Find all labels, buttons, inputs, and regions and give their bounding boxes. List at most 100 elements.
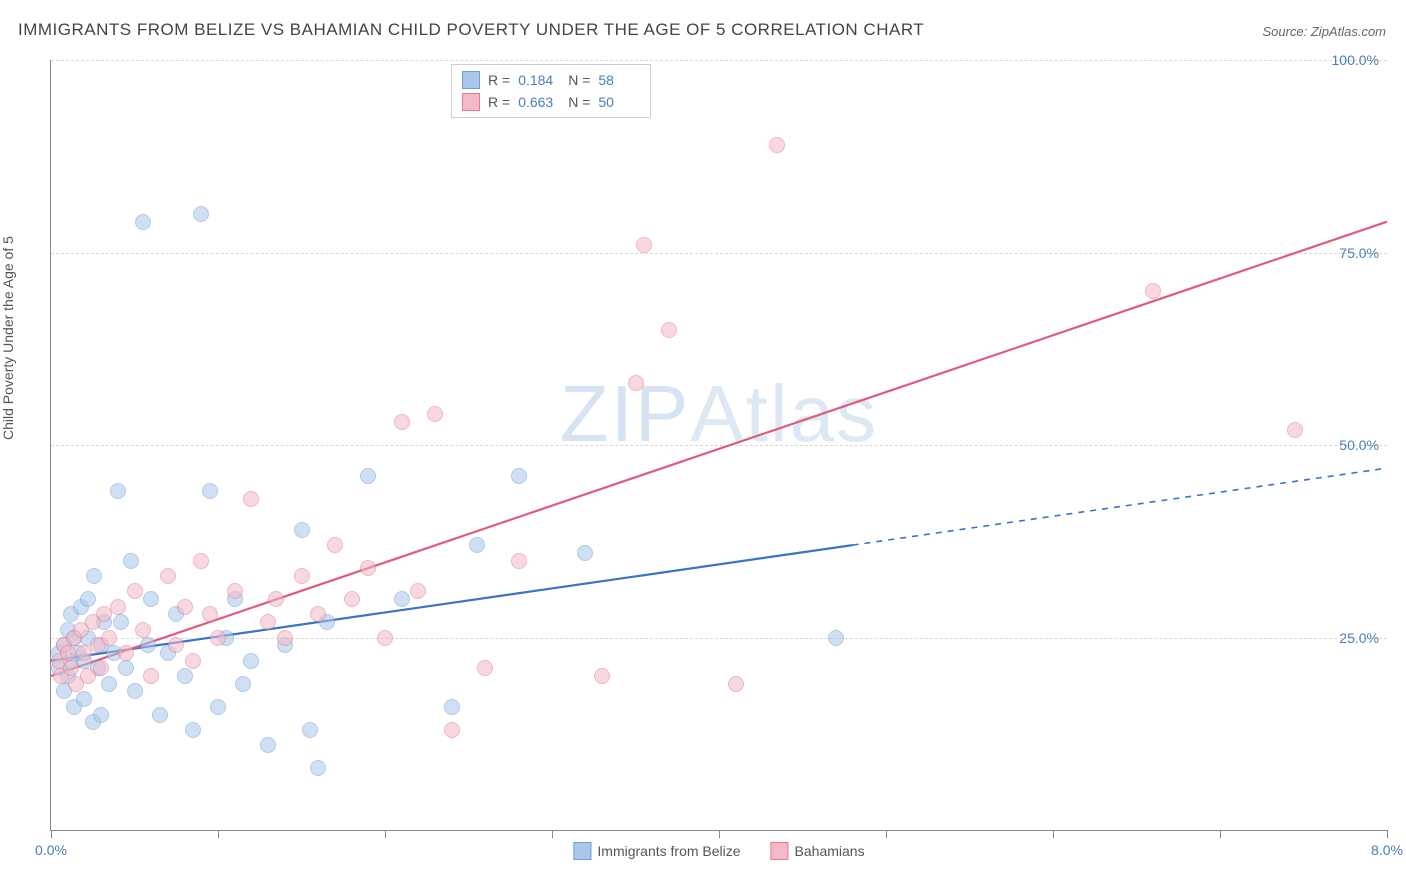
data-point-belize <box>76 691 92 707</box>
gridline <box>51 253 1387 254</box>
data-point-belize <box>113 614 129 630</box>
data-point-bahamians <box>143 668 159 684</box>
x-tick <box>218 830 219 838</box>
data-point-belize <box>123 553 139 569</box>
data-point-bahamians <box>444 722 460 738</box>
data-point-belize <box>243 653 259 669</box>
regression-line-dashed-belize <box>853 468 1387 545</box>
data-point-belize <box>202 483 218 499</box>
gridline <box>51 445 1387 446</box>
data-point-belize <box>80 591 96 607</box>
regression-line-bahamians <box>51 222 1387 676</box>
legend-swatch-bahamians <box>771 842 789 860</box>
data-point-bahamians <box>360 560 376 576</box>
data-point-belize <box>101 676 117 692</box>
data-point-belize <box>469 537 485 553</box>
data-point-belize <box>152 707 168 723</box>
data-point-belize <box>310 760 326 776</box>
x-tick <box>1053 830 1054 838</box>
n-value-belize: 58 <box>598 72 640 88</box>
y-tick-label: 50.0% <box>1339 437 1379 453</box>
data-point-belize <box>185 722 201 738</box>
data-point-bahamians <box>185 653 201 669</box>
data-point-bahamians <box>661 322 677 338</box>
data-point-bahamians <box>1145 283 1161 299</box>
data-point-bahamians <box>60 645 76 661</box>
x-tick <box>1387 830 1388 838</box>
data-point-belize <box>143 591 159 607</box>
data-point-bahamians <box>477 660 493 676</box>
data-point-bahamians <box>377 630 393 646</box>
data-point-bahamians <box>227 583 243 599</box>
n-label: N = <box>568 94 590 110</box>
data-point-bahamians <box>327 537 343 553</box>
chart-title: IMMIGRANTS FROM BELIZE VS BAHAMIAN CHILD… <box>18 20 924 40</box>
data-point-bahamians <box>277 630 293 646</box>
y-tick-label: 75.0% <box>1339 245 1379 261</box>
r-value-bahamians: 0.663 <box>518 94 560 110</box>
data-point-bahamians <box>394 414 410 430</box>
y-axis-label: Child Poverty Under the Age of 5 <box>0 236 16 440</box>
data-point-bahamians <box>594 668 610 684</box>
x-tick <box>51 830 52 838</box>
data-point-belize <box>294 522 310 538</box>
data-point-belize <box>127 683 143 699</box>
stats-row-bahamians: R = 0.663 N = 50 <box>462 91 640 113</box>
data-point-belize <box>235 676 251 692</box>
data-point-bahamians <box>160 568 176 584</box>
swatch-bahamians <box>462 93 480 111</box>
x-tick <box>886 830 887 838</box>
data-point-bahamians <box>310 606 326 622</box>
r-label: R = <box>488 94 510 110</box>
data-point-bahamians <box>636 237 652 253</box>
legend-item-belize: Immigrants from Belize <box>573 842 740 860</box>
n-label: N = <box>568 72 590 88</box>
data-point-belize <box>444 699 460 715</box>
r-label: R = <box>488 72 510 88</box>
gridline <box>51 60 1387 61</box>
bottom-legend: Immigrants from Belize Bahamians <box>573 842 864 860</box>
data-point-belize <box>828 630 844 646</box>
x-tick-label: 8.0% <box>1371 842 1403 858</box>
x-tick <box>1220 830 1221 838</box>
data-point-belize <box>302 722 318 738</box>
data-point-bahamians <box>202 606 218 622</box>
data-point-belize <box>577 545 593 561</box>
data-point-belize <box>394 591 410 607</box>
data-point-bahamians <box>427 406 443 422</box>
data-point-belize <box>193 206 209 222</box>
legend-swatch-belize <box>573 842 591 860</box>
n-value-bahamians: 50 <box>598 94 640 110</box>
data-point-bahamians <box>728 676 744 692</box>
data-point-bahamians <box>110 599 126 615</box>
data-point-belize <box>360 468 376 484</box>
data-point-belize <box>260 737 276 753</box>
legend-label-belize: Immigrants from Belize <box>597 843 740 859</box>
data-point-bahamians <box>628 375 644 391</box>
data-point-belize <box>118 660 134 676</box>
data-point-belize <box>86 568 102 584</box>
data-point-bahamians <box>93 660 109 676</box>
data-point-bahamians <box>1287 422 1303 438</box>
x-tick <box>385 830 386 838</box>
data-point-bahamians <box>344 591 360 607</box>
gridline <box>51 638 1387 639</box>
data-point-bahamians <box>294 568 310 584</box>
stats-row-belize: R = 0.184 N = 58 <box>462 69 640 91</box>
data-point-bahamians <box>260 614 276 630</box>
data-point-belize <box>93 707 109 723</box>
x-tick-label: 0.0% <box>35 842 67 858</box>
data-point-bahamians <box>135 622 151 638</box>
x-tick <box>552 830 553 838</box>
data-point-bahamians <box>193 553 209 569</box>
data-point-bahamians <box>168 637 184 653</box>
source-attribution: Source: ZipAtlas.com <box>1262 24 1386 39</box>
watermark: ZIPAtlas <box>560 368 878 460</box>
r-value-belize: 0.184 <box>518 72 560 88</box>
data-point-bahamians <box>268 591 284 607</box>
data-point-bahamians <box>410 583 426 599</box>
data-point-belize <box>140 637 156 653</box>
data-point-bahamians <box>63 660 79 676</box>
data-point-bahamians <box>101 630 117 646</box>
legend-item-bahamians: Bahamians <box>771 842 865 860</box>
